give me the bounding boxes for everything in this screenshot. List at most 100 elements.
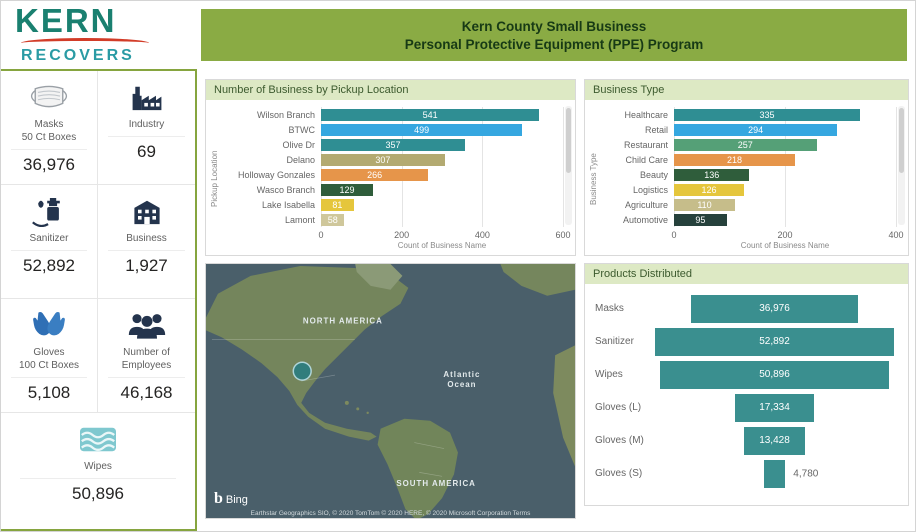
kpi-card-masks[interactable]: Masks 50 Ct Boxes 36,976 <box>1 71 98 185</box>
sanitizer-icon <box>31 194 67 228</box>
map-label-north-america: NORTH AMERICA <box>303 317 383 326</box>
north-america-landmass <box>206 265 409 441</box>
bar[interactable]: 95 <box>674 213 727 226</box>
kpi-value: 69 <box>107 136 186 162</box>
scrollbar-thumb[interactable] <box>899 108 904 174</box>
funnel-value-label: 13,428 <box>759 435 790 446</box>
employees-icon <box>127 308 167 342</box>
category-label: Beauty <box>639 169 668 180</box>
funnel-bar[interactable]: 52,892 <box>655 327 894 356</box>
category-label: Automotive <box>622 214 668 225</box>
bar-row: Restaurant 257 <box>602 137 896 152</box>
bar[interactable]: 541 <box>321 108 540 121</box>
map-label-atlantic-1: Atlantic <box>443 370 480 379</box>
funnel-bar[interactable]: 17,334 <box>735 393 814 422</box>
x-axis-ticks: 0 200 400 600 <box>318 229 570 241</box>
kpi-label: Industry <box>128 119 165 130</box>
funnel-row: Gloves (S) 4,780 <box>595 457 894 490</box>
category-label: Delano <box>286 154 315 165</box>
x-tick-label: 200 <box>394 230 410 240</box>
south-america-landmass <box>377 418 458 518</box>
kpi-label: Number of Employees <box>121 347 172 371</box>
bar-value-label: 81 <box>332 199 343 210</box>
bar-value-label: 266 <box>367 169 383 180</box>
bar[interactable]: 129 <box>321 183 374 196</box>
building-icon <box>129 194 165 228</box>
chart-scrollbar[interactable] <box>565 106 572 225</box>
category-label: Wilson Branch <box>256 109 315 120</box>
bar[interactable]: 499 <box>321 123 523 136</box>
africa-landmass <box>553 345 575 467</box>
bar-value-label: 218 <box>726 154 742 165</box>
pickup-location-chart-panel: Number of Business by Pickup Location Pi… <box>205 79 576 256</box>
x-tick-label: 200 <box>777 230 793 240</box>
map-bubble-kern-county[interactable] <box>292 361 312 381</box>
bar-value-label: 307 <box>375 154 391 165</box>
bar[interactable]: 218 <box>674 153 795 166</box>
logo-kern-text: KERN <box>15 2 117 39</box>
category-label: Agriculture <box>624 199 668 210</box>
bar-value-label: 357 <box>385 139 401 150</box>
bar[interactable]: 126 <box>674 183 744 196</box>
bar-row: Logistics 126 <box>602 182 896 197</box>
scrollbar-thumb[interactable] <box>566 108 571 174</box>
greenland-landmass <box>355 264 403 290</box>
funnel-bar[interactable]: 36,976 <box>690 294 859 323</box>
bar[interactable]: 110 <box>674 198 736 211</box>
map-label-south-america: SOUTH AMERICA <box>396 479 475 488</box>
kpi-card-business[interactable]: Business 1,927 <box>98 185 195 299</box>
bar-value-label: 541 <box>422 109 438 120</box>
bar-value-label: 129 <box>339 184 355 195</box>
bar[interactable]: 136 <box>674 168 750 181</box>
bing-map[interactable]: NORTH AMERICA Atlantic Ocean SOUTH AMERI… <box>206 264 575 518</box>
factory-icon <box>129 80 165 114</box>
bar-row: Agriculture 110 <box>602 197 896 212</box>
bar-rows: Healthcare 335 Retail 294 Restaurant 257 Child… <box>602 105 896 229</box>
bar[interactable]: 266 <box>321 168 429 181</box>
chart-scrollbar[interactable] <box>898 106 905 225</box>
kpi-value: 52,892 <box>10 250 88 276</box>
map-panel[interactable]: NORTH AMERICA Atlantic Ocean SOUTH AMERI… <box>205 263 576 519</box>
bar-row: Lamont 58 <box>223 212 563 227</box>
x-tick-label: 0 <box>318 230 324 240</box>
kpi-card-sanitizer[interactable]: Sanitizer 52,892 <box>1 185 98 299</box>
x-tick-label: 400 <box>888 230 904 240</box>
funnel-rows: Masks 36,976 Sanitizer 52,892 Wipes 50,896 Glo… <box>585 284 908 490</box>
kpi-card-wipes[interactable]: Wipes 50,896 <box>1 413 195 527</box>
kpi-card-industry[interactable]: Industry 69 <box>98 71 195 185</box>
bar[interactable]: 335 <box>674 108 860 121</box>
funnel-category-label: Sanitizer <box>595 336 634 347</box>
funnel-bar[interactable]: 50,896 <box>659 360 890 389</box>
funnel-bar[interactable]: 13,428 <box>744 426 805 455</box>
bar-value-label: 95 <box>695 214 706 225</box>
bar[interactable]: 81 <box>321 198 354 211</box>
funnel-row: Gloves (M) 13,428 <box>595 424 894 457</box>
bar-rows: Wilson Branch 541 BTWC 499 Olive Dr 357 Delano… <box>223 105 563 229</box>
kpi-card-gloves[interactable]: Gloves 100 Ct Boxes 5,108 <box>1 299 98 413</box>
x-tick-label: 0 <box>671 230 677 240</box>
bar-row: Holloway Gonzales 266 <box>223 167 563 182</box>
bar[interactable]: 357 <box>321 138 465 151</box>
category-label: BTWC <box>288 124 316 135</box>
kpi-sidebar: Masks 50 Ct Boxes 36,976 Industry 69 Sanitize… <box>1 69 197 531</box>
bar[interactable]: 294 <box>674 123 838 136</box>
products-distributed-title: Products Distributed <box>585 264 908 284</box>
bar[interactable]: 58 <box>321 213 345 226</box>
funnel-row: Sanitizer 52,892 <box>595 325 894 358</box>
funnel-bar[interactable] <box>763 459 786 488</box>
category-label: Lake Isabella <box>261 199 315 210</box>
funnel-category-label: Masks <box>595 303 624 314</box>
bar[interactable]: 307 <box>321 153 445 166</box>
bar-row: Wasco Branch 129 <box>223 182 563 197</box>
funnel-row: Gloves (L) 17,334 <box>595 391 894 424</box>
kpi-card-employees[interactable]: Number of Employees 46,168 <box>98 299 195 413</box>
category-label: Logistics <box>632 184 668 195</box>
bar[interactable]: 257 <box>674 138 817 151</box>
kpi-value: 50,896 <box>20 478 176 504</box>
kpi-label: Masks 50 Ct Boxes <box>21 119 77 143</box>
business-type-y-axis-label: Business Type <box>589 153 598 205</box>
gloves-icon <box>29 308 69 342</box>
category-label: Lamont <box>284 214 315 225</box>
bar-row: BTWC 499 <box>223 122 563 137</box>
